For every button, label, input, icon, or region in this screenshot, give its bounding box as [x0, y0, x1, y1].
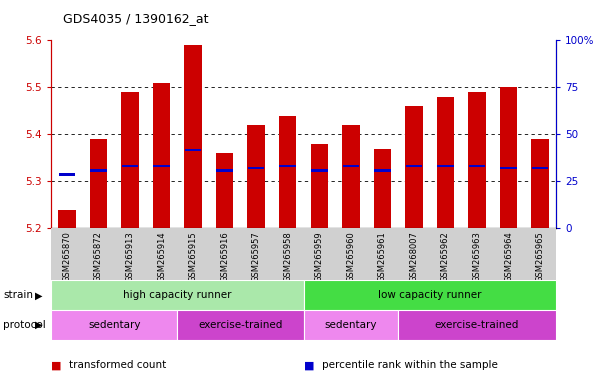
- Bar: [121, 92, 139, 228]
- Bar: [406, 165, 422, 167]
- Bar: [216, 153, 233, 228]
- Bar: [185, 149, 201, 151]
- Bar: [374, 149, 391, 228]
- Text: GSM265960: GSM265960: [346, 231, 355, 282]
- Bar: [279, 165, 296, 167]
- Text: ■: ■: [51, 360, 61, 370]
- Bar: [153, 165, 169, 167]
- Text: percentile rank within the sample: percentile rank within the sample: [322, 360, 498, 370]
- Text: high capacity runner: high capacity runner: [123, 290, 231, 300]
- Text: exercise-trained: exercise-trained: [198, 320, 282, 330]
- Bar: [248, 125, 265, 228]
- Bar: [311, 169, 328, 172]
- Bar: [58, 210, 76, 228]
- Text: exercise-trained: exercise-trained: [435, 320, 519, 330]
- Text: GSM265915: GSM265915: [189, 231, 198, 282]
- Text: ▶: ▶: [35, 320, 42, 330]
- Text: GSM265965: GSM265965: [535, 231, 545, 282]
- Bar: [469, 165, 485, 167]
- Bar: [90, 169, 106, 172]
- Text: low capacity runner: low capacity runner: [378, 290, 481, 300]
- Text: GSM265964: GSM265964: [504, 231, 513, 282]
- Bar: [51, 280, 304, 310]
- Text: GSM265962: GSM265962: [441, 231, 450, 282]
- Bar: [90, 139, 107, 228]
- Bar: [185, 45, 202, 228]
- Bar: [177, 310, 304, 340]
- Text: GSM265959: GSM265959: [315, 231, 324, 282]
- Bar: [374, 169, 391, 172]
- Bar: [342, 125, 359, 228]
- Text: strain: strain: [3, 290, 33, 300]
- Bar: [501, 167, 517, 169]
- Text: transformed count: transformed count: [69, 360, 166, 370]
- Bar: [398, 310, 556, 340]
- Text: GSM265963: GSM265963: [472, 231, 481, 282]
- Text: GDS4035 / 1390162_at: GDS4035 / 1390162_at: [63, 12, 209, 25]
- Bar: [405, 106, 423, 228]
- Text: GSM268007: GSM268007: [409, 231, 418, 282]
- Text: GSM265914: GSM265914: [157, 231, 166, 282]
- Text: GSM265913: GSM265913: [126, 231, 135, 282]
- Bar: [153, 83, 170, 228]
- Text: GSM265958: GSM265958: [283, 231, 292, 282]
- Bar: [468, 92, 486, 228]
- Text: GSM265957: GSM265957: [252, 231, 261, 282]
- Text: protocol: protocol: [3, 320, 46, 330]
- Text: GSM265961: GSM265961: [378, 231, 387, 282]
- Bar: [304, 310, 398, 340]
- Text: sedentary: sedentary: [88, 320, 141, 330]
- Bar: [122, 165, 138, 167]
- Text: GSM265870: GSM265870: [63, 231, 72, 282]
- Text: GSM265872: GSM265872: [94, 231, 103, 282]
- Bar: [51, 310, 177, 340]
- Bar: [531, 139, 549, 228]
- Text: GSM265916: GSM265916: [220, 231, 229, 282]
- Text: sedentary: sedentary: [325, 320, 377, 330]
- Bar: [304, 280, 556, 310]
- Bar: [500, 87, 517, 228]
- Bar: [532, 167, 548, 169]
- Bar: [438, 165, 454, 167]
- Bar: [311, 144, 328, 228]
- Text: ■: ■: [304, 360, 314, 370]
- Bar: [248, 167, 264, 169]
- Bar: [343, 165, 359, 167]
- Bar: [59, 173, 75, 175]
- Bar: [437, 97, 454, 228]
- Text: ▶: ▶: [35, 290, 42, 300]
- Bar: [279, 116, 296, 228]
- Bar: [216, 169, 233, 172]
